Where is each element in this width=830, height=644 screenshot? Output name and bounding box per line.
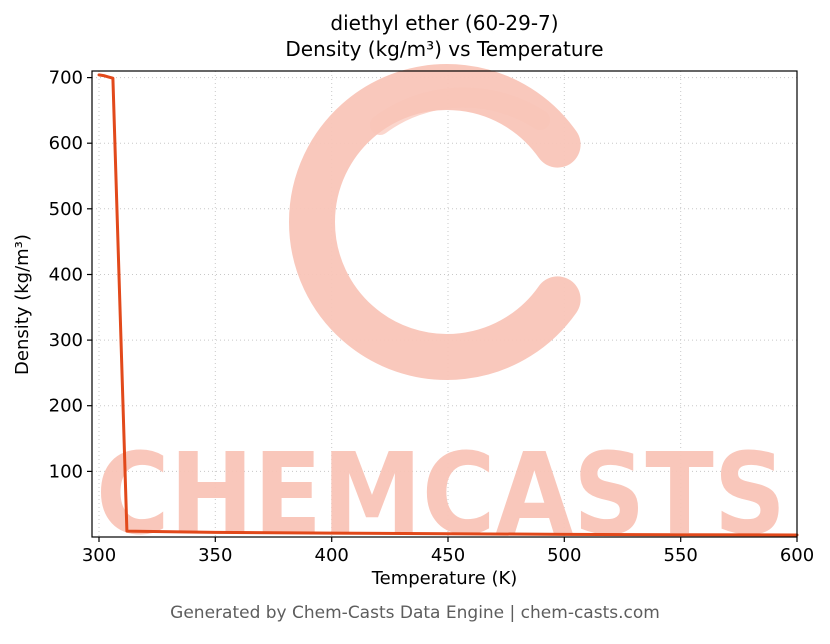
x-tick-label: 450 [431, 545, 465, 566]
chart-title: diethyl ether (60-29-7) Density (kg/m³) … [92, 10, 797, 62]
chemcasts-logo-brush-icon [370, 87, 550, 135]
chemcasts-logo-icon [289, 64, 581, 380]
x-tick-label: 550 [664, 545, 698, 566]
x-axis-label: Temperature (K) [371, 568, 518, 589]
x-tick-label: 600 [780, 545, 814, 566]
y-tick-label: 300 [49, 330, 83, 351]
y-tick-label: 600 [49, 133, 83, 154]
y-axis-label: Density (kg/m³) [11, 233, 33, 375]
chart-title-line2: Density (kg/m³) vs Temperature [285, 37, 604, 61]
axes-spines [91, 70, 798, 538]
x-tick-label: 400 [315, 545, 349, 566]
watermark-text: CHEMCASTS [96, 430, 786, 560]
y-tick-label: 200 [49, 396, 83, 417]
x-tick-label: 500 [547, 545, 581, 566]
y-tick-label: 100 [49, 461, 83, 482]
x-tick-label: 300 [82, 545, 116, 566]
density-line [97, 73, 799, 537]
y-tick-label: 700 [49, 68, 83, 89]
y-tick-label: 400 [49, 265, 83, 286]
footer-caption: Generated by Chem-Casts Data Engine | ch… [170, 603, 660, 623]
x-tick-label: 350 [198, 545, 232, 566]
y-axis-label-wrap: Density (kg/m³) [0, 71, 44, 537]
y-tick-label: 500 [49, 199, 83, 220]
chart-title-line1: diethyl ether (60-29-7) [330, 11, 559, 35]
